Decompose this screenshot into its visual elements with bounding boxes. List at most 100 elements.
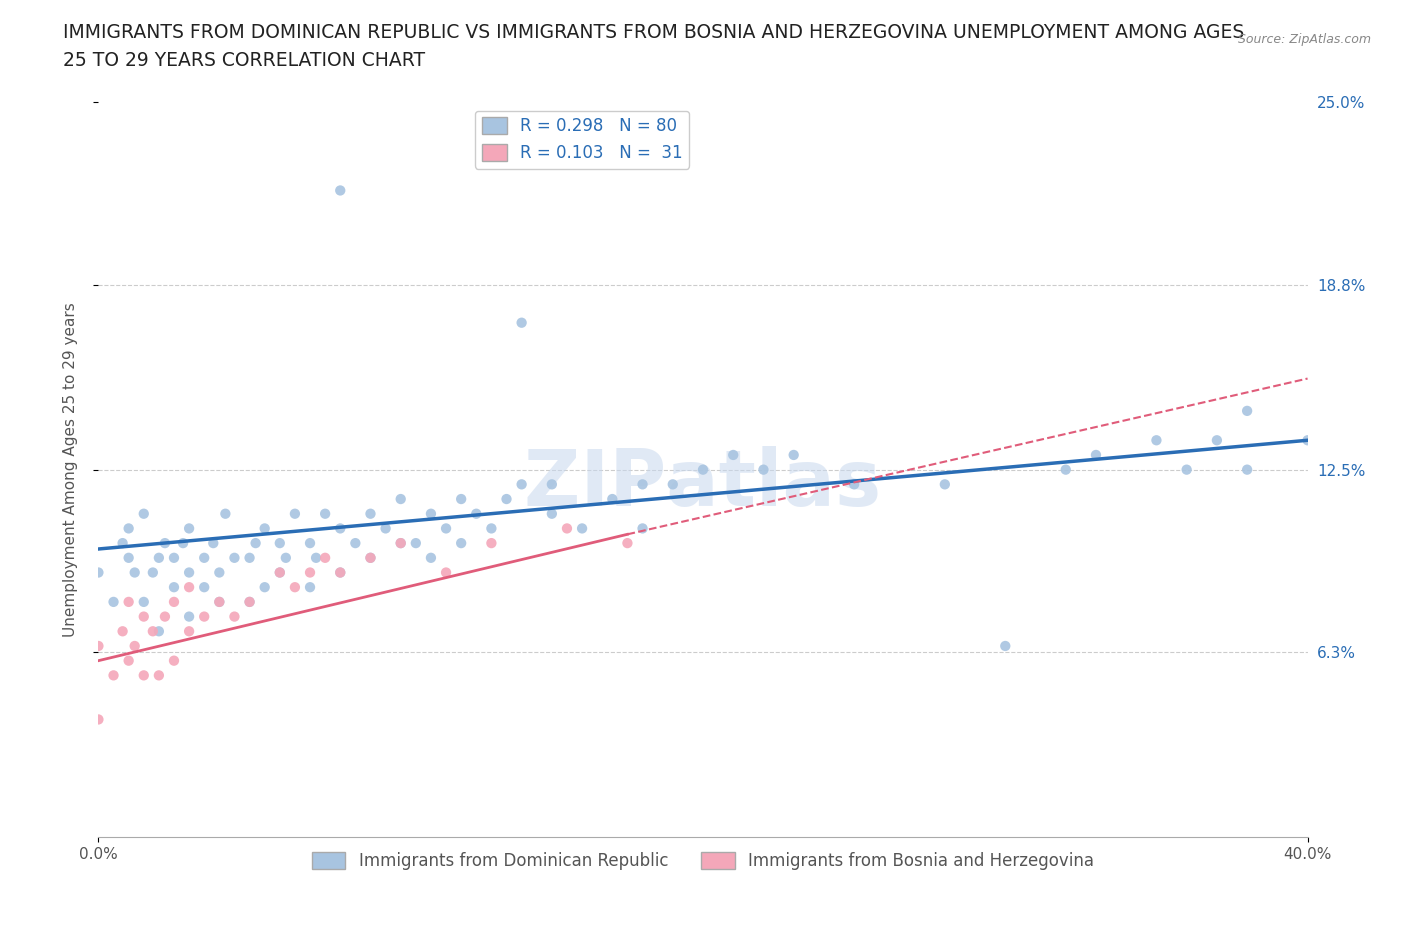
Point <box>844 477 866 492</box>
Point <box>118 653 141 668</box>
Point <box>153 609 176 624</box>
Point <box>934 477 956 492</box>
Point <box>555 521 578 536</box>
Point <box>631 477 654 492</box>
Point <box>179 624 201 639</box>
Point <box>148 668 170 683</box>
Point <box>299 579 322 594</box>
Point <box>148 624 170 639</box>
Point <box>360 551 382 565</box>
Point <box>179 521 201 536</box>
Point <box>87 565 110 580</box>
Point <box>224 609 246 624</box>
Point <box>329 183 352 198</box>
Point <box>239 594 262 609</box>
Point <box>1206 432 1229 447</box>
Point <box>148 551 170 565</box>
Point <box>405 536 427 551</box>
Point <box>723 447 745 462</box>
Point <box>305 551 328 565</box>
Point <box>214 506 236 521</box>
Point <box>450 536 472 551</box>
Point <box>314 506 336 521</box>
Point <box>172 536 194 551</box>
Point <box>87 712 110 727</box>
Point <box>299 565 322 580</box>
Point <box>239 594 262 609</box>
Point <box>420 551 443 565</box>
Point <box>132 594 155 609</box>
Point <box>374 521 396 536</box>
Point <box>1085 447 1108 462</box>
Text: ZIP​atlas: ZIP​atlas <box>524 446 882 523</box>
Point <box>87 639 110 654</box>
Point <box>1296 432 1319 447</box>
Y-axis label: Unemployment Among Ages 25 to 29 years: Unemployment Among Ages 25 to 29 years <box>63 302 77 637</box>
Point <box>329 521 352 536</box>
Point <box>631 521 654 536</box>
Point <box>132 506 155 521</box>
Point <box>783 447 806 462</box>
Point <box>616 536 638 551</box>
Point <box>481 521 503 536</box>
Point <box>481 536 503 551</box>
Point <box>389 536 412 551</box>
Point <box>124 565 146 580</box>
Point <box>510 315 533 330</box>
Point <box>118 521 141 536</box>
Point <box>224 551 246 565</box>
Point <box>1054 462 1077 477</box>
Point <box>208 594 231 609</box>
Point <box>132 668 155 683</box>
Text: 25 TO 29 YEARS CORRELATION CHART: 25 TO 29 YEARS CORRELATION CHART <box>63 51 426 70</box>
Point <box>661 477 683 492</box>
Point <box>360 506 382 521</box>
Point <box>269 536 291 551</box>
Point <box>1236 404 1258 418</box>
Point <box>163 579 186 594</box>
Point <box>510 477 533 492</box>
Point <box>465 506 488 521</box>
Point <box>142 565 165 580</box>
Point <box>420 506 443 521</box>
Point <box>163 551 186 565</box>
Point <box>253 579 276 594</box>
Point <box>269 565 291 580</box>
Point <box>269 565 291 580</box>
Point <box>1175 462 1198 477</box>
Point <box>253 521 276 536</box>
Point <box>193 609 215 624</box>
Point <box>124 639 146 654</box>
Point <box>299 536 322 551</box>
Point <box>495 492 517 507</box>
Text: Source: ZipAtlas.com: Source: ZipAtlas.com <box>1237 33 1371 46</box>
Point <box>434 565 457 580</box>
Point <box>111 624 134 639</box>
Point <box>434 521 457 536</box>
Point <box>208 594 231 609</box>
Point <box>284 506 307 521</box>
Point <box>329 565 352 580</box>
Point <box>153 536 176 551</box>
Point <box>329 565 352 580</box>
Point <box>389 492 412 507</box>
Point <box>111 536 134 551</box>
Point <box>344 536 367 551</box>
Point <box>132 609 155 624</box>
Point <box>245 536 267 551</box>
Point <box>179 579 201 594</box>
Point <box>540 477 562 492</box>
Point <box>193 551 215 565</box>
Point <box>314 551 336 565</box>
Point <box>118 594 141 609</box>
Point <box>994 639 1017 654</box>
Point <box>163 653 186 668</box>
Point <box>118 551 141 565</box>
Point <box>752 462 775 477</box>
Point <box>239 551 262 565</box>
Point <box>1236 462 1258 477</box>
Point <box>571 521 593 536</box>
Point <box>284 579 307 594</box>
Legend: Immigrants from Dominican Republic, Immigrants from Bosnia and Herzegovina: Immigrants from Dominican Republic, Immi… <box>305 845 1101 876</box>
Point <box>179 565 201 580</box>
